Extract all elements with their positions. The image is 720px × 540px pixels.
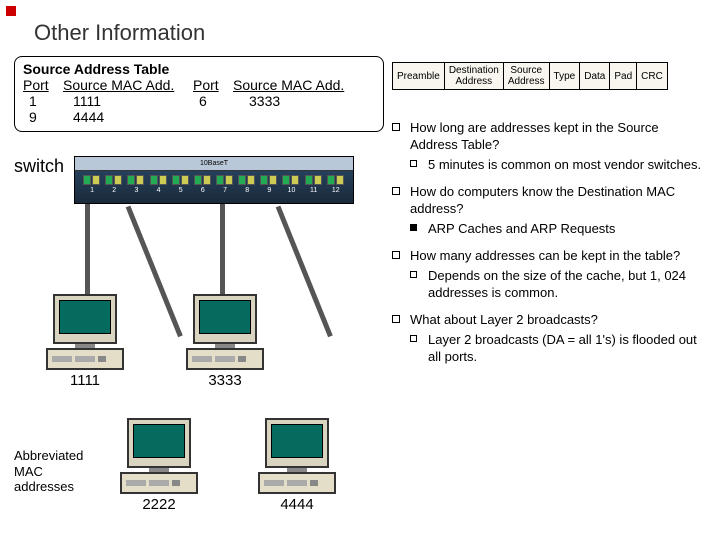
sub-bullet-text: Depends on the size of the cache, but 1,… <box>428 268 686 300</box>
square-bullet-icon <box>410 335 417 342</box>
square-bullet-icon <box>410 271 417 278</box>
sat-col-mac2: Source MAC Add. <box>233 77 373 93</box>
switch-port: 7 <box>216 175 234 194</box>
switch-port: 12 <box>327 175 345 194</box>
switch-ports: 123456789101112 <box>75 171 353 198</box>
sub-bullet-item: Depends on the size of the cache, but 1,… <box>410 268 706 301</box>
sub-bullet-item: Layer 2 broadcasts (DA = all 1's) is flo… <box>410 332 706 365</box>
frame-cell: Data <box>580 63 610 90</box>
monitor-icon <box>265 418 329 468</box>
sat-cell: 9 <box>23 109 63 125</box>
info-bullets: How long are addresses kept in the Sourc… <box>392 120 706 376</box>
switch-model: 10BaseT <box>75 157 353 171</box>
bullet-item: How do computers know the Destination MA… <box>392 184 706 238</box>
sat-col-port: Port <box>23 77 63 93</box>
bullet-text: What about Layer 2 broadcasts? <box>410 312 598 327</box>
square-bullet-icon <box>410 224 417 231</box>
sat-cell: 6 <box>193 93 233 109</box>
switch-port: 6 <box>194 175 212 194</box>
sat-cell: 3333 <box>233 93 373 109</box>
page-title: Other Information <box>34 20 205 46</box>
switch-port: 1 <box>83 175 101 194</box>
sat-header: Source Address Table <box>23 61 375 77</box>
switch-port: 10 <box>282 175 300 194</box>
cable <box>85 204 90 294</box>
square-bullet-icon <box>392 315 400 323</box>
cable <box>220 204 225 294</box>
ethernet-frame-table: Preamble Destination Address Source Addr… <box>392 62 668 90</box>
sat-row: 9 4444 <box>23 109 375 125</box>
frame-cell: Preamble <box>393 63 445 90</box>
square-bullet-icon <box>392 187 400 195</box>
sat-cell: 1111 <box>63 93 193 109</box>
frame-cell: Type <box>549 63 580 90</box>
monitor-icon <box>53 294 117 344</box>
computer: 1111 <box>46 294 124 389</box>
sat-col-mac: Source MAC Add. <box>63 77 193 93</box>
switch-port: 11 <box>305 175 323 194</box>
bullet-item: What about Layer 2 broadcasts? Layer 2 br… <box>392 312 706 366</box>
sat-cell: 1 <box>23 93 63 109</box>
computer: 2222 <box>120 418 198 513</box>
bullet-item: How long are addresses kept in the Sourc… <box>392 120 706 174</box>
square-bullet-icon <box>392 123 400 131</box>
switch-port: 2 <box>105 175 123 194</box>
sub-bullet-text: Layer 2 broadcasts (DA = all 1's) is flo… <box>428 332 697 364</box>
frame-cell: Destination Address <box>444 63 503 90</box>
switch-device: 10BaseT 123456789101112 <box>74 156 354 204</box>
switch-label: switch <box>14 156 64 177</box>
frame-cell: Source Address <box>503 63 549 90</box>
sub-bullet-text: ARP Caches and ARP Requests <box>428 221 615 236</box>
computer: 4444 <box>258 418 336 513</box>
switch-port: 8 <box>238 175 256 194</box>
sat-cell <box>193 109 233 125</box>
red-square-bullet <box>6 6 16 16</box>
frame-cell: CRC <box>637 63 668 90</box>
switch-port: 4 <box>150 175 168 194</box>
cable <box>126 206 183 338</box>
pc-mac-label: 4444 <box>258 496 336 513</box>
sat-cell <box>233 109 373 125</box>
sat-cell: 4444 <box>63 109 193 125</box>
source-address-table: Source Address Table Port Source MAC Add… <box>14 56 384 132</box>
switch-port: 5 <box>172 175 190 194</box>
square-bullet-icon <box>410 160 417 167</box>
bullet-text: How many addresses can be kept in the ta… <box>410 248 680 263</box>
bullet-item: How many addresses can be kept in the ta… <box>392 248 706 302</box>
sat-col-port2: Port <box>193 77 233 93</box>
pc-mac-label: 2222 <box>120 496 198 513</box>
sub-bullet-item: ARP Caches and ARP Requests <box>410 221 706 238</box>
sat-columns: Port Source MAC Add. Port Source MAC Add… <box>23 77 375 93</box>
switch-port: 3 <box>127 175 145 194</box>
sat-row: 1 1111 6 3333 <box>23 93 375 109</box>
pc-mac-label: 1111 <box>46 372 124 389</box>
bullet-text: How do computers know the Destination MA… <box>410 184 675 216</box>
sub-bullet-text: 5 minutes is common on most vendor switc… <box>428 157 701 172</box>
cable <box>276 206 333 338</box>
sub-bullet-item: 5 minutes is common on most vendor switc… <box>410 157 706 174</box>
monitor-icon <box>127 418 191 468</box>
bullet-text: How long are addresses kept in the Sourc… <box>410 120 659 152</box>
abbreviated-label: Abbreviated MAC addresses <box>14 448 83 495</box>
frame-cell: Pad <box>610 63 637 90</box>
switch-port: 9 <box>260 175 278 194</box>
pc-mac-label: 3333 <box>186 372 264 389</box>
computer: 3333 <box>186 294 264 389</box>
square-bullet-icon <box>392 251 400 259</box>
monitor-icon <box>193 294 257 344</box>
